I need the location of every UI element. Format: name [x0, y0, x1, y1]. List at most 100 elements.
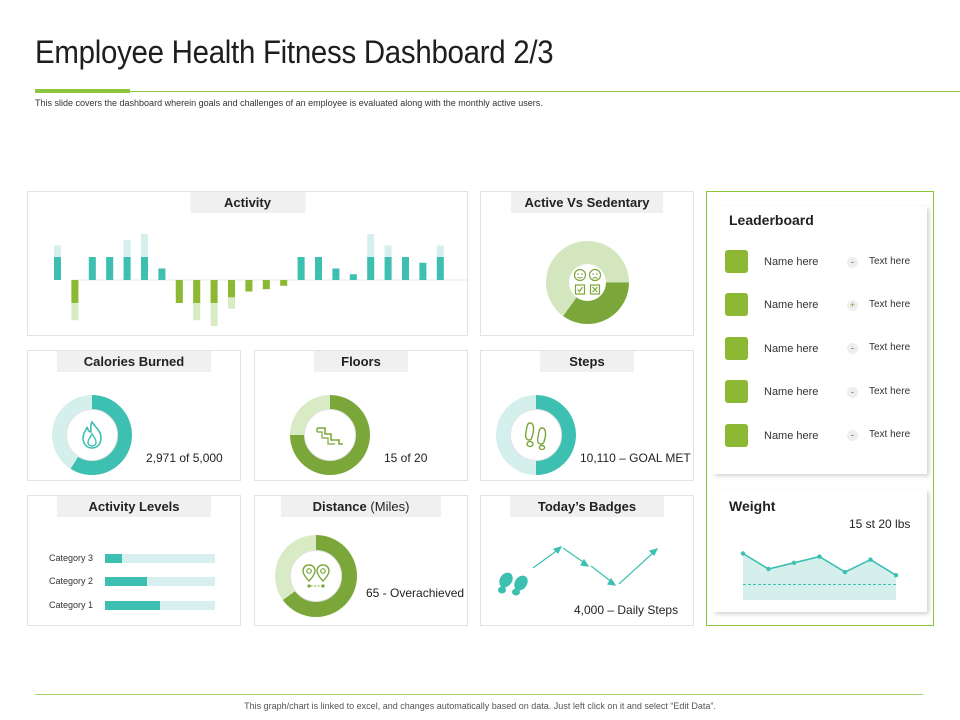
activity-bar [71, 280, 79, 303]
activity-bar [384, 257, 392, 280]
leaderboard-avatar-3 [725, 337, 748, 360]
leaderboard-name-3: Name here [764, 343, 819, 355]
floors-title: Floors [314, 351, 408, 372]
leaderboard-card[interactable]: Leaderboard Name here - Text here Name h… [713, 206, 927, 474]
activity-levels-panel[interactable]: Activity Levels Category 3 Category 2 Ca… [27, 495, 241, 626]
activity-levels-title: Activity Levels [57, 496, 211, 517]
distance-title-unit: (Miles) [370, 499, 410, 514]
leaderboard-avatar-2 [725, 293, 748, 316]
weight-point [766, 566, 771, 572]
category-2-label: Category 2 [49, 576, 94, 586]
activity-bar [280, 280, 288, 286]
activity-bar [54, 257, 61, 280]
leaderboard-sign-4: - [847, 387, 858, 398]
page-subtitle: This slide covers the dashboard wherein … [35, 98, 543, 108]
leaderboard-text-3: Text here [869, 342, 911, 353]
weight-point [740, 551, 746, 556]
leaderboard-text-1: Text here [869, 256, 911, 267]
category-3-track [105, 554, 215, 563]
leaderboard-name-4: Name here [764, 386, 819, 398]
weight-point [868, 557, 873, 562]
page-title: Employee Health Fitness Dashboard 2/3 [35, 34, 554, 70]
activity-bar [228, 280, 235, 298]
leaderboard-text-5: Text here [869, 429, 911, 440]
map-pin-icon [302, 564, 330, 588]
activity-bar [332, 268, 340, 280]
activity-bar [419, 262, 427, 280]
activity-bar [245, 280, 253, 292]
activity-panel[interactable]: Activity [27, 191, 469, 336]
steps-title: Steps [540, 351, 634, 372]
activity-bar [106, 257, 114, 280]
weight-point [842, 569, 848, 575]
activity-bar [88, 257, 96, 280]
steps-panel[interactable]: Steps 10,110 – GOAL MET [480, 350, 694, 481]
floors-panel[interactable]: Floors 15 of 20 [254, 350, 468, 481]
category-1-label: Category 1 [49, 600, 94, 610]
steps-donut-center [510, 409, 562, 461]
badges-value: 4,000 – Daily Steps [574, 603, 679, 617]
weight-area [743, 553, 896, 600]
shoe-prints-icon [498, 572, 528, 596]
activity-bar [123, 257, 131, 280]
category-3-label: Category 3 [49, 553, 94, 563]
title-underline [35, 91, 960, 92]
leaderboard-text-4: Text here [869, 386, 911, 397]
activity-bar [175, 280, 183, 303]
distance-donut-center [290, 550, 342, 602]
footprints-icon [524, 422, 547, 450]
leaderboard-sign-5: - [847, 430, 858, 441]
footer-note: This graph/chart is linked to excel, and… [244, 701, 716, 711]
activity-bar [262, 280, 270, 290]
category-1-track [105, 601, 215, 610]
stairs-icon [316, 427, 343, 445]
leaderboard-avatar-5 [725, 424, 748, 447]
leaderboard-text-2: Text here [869, 299, 911, 310]
leaderboard-sign-2: + [847, 300, 858, 311]
weight-area-chart [740, 551, 899, 600]
calories-panel[interactable]: Calories Burned 2,971 of 5,000 [27, 350, 241, 481]
weight-value: 15 st 20 lbs [849, 517, 911, 531]
activity-bar [193, 280, 201, 303]
activity-bar [349, 274, 357, 280]
active-sedentary-title: Active Vs Sedentary [511, 192, 663, 213]
badges-panel[interactable]: Today’s Badges 4,000 – Daily Steps [480, 495, 694, 626]
weight-point [817, 554, 822, 559]
active-sedentary-panel[interactable]: Active Vs Sedentary [480, 191, 694, 336]
leaderboard-name-2: Name here [764, 299, 819, 311]
activity-bar [158, 268, 166, 280]
floors-donut-center [304, 409, 356, 461]
active-sedentary-donut-hole [569, 264, 606, 301]
activity-bar [402, 257, 409, 280]
distance-panel[interactable]: Distance (Miles) 65 - Overachieved [254, 495, 468, 626]
calories-title: Calories Burned [57, 351, 211, 372]
weight-point [791, 560, 797, 565]
distance-title: Distance (Miles) [281, 496, 441, 517]
floors-value: 15 of 20 [384, 451, 428, 465]
leaderboard-avatar-4 [725, 380, 748, 403]
leaderboard-name-5: Name here [764, 430, 819, 442]
calories-value: 2,971 of 5,000 [146, 451, 223, 465]
weight-title: Weight [729, 498, 776, 514]
leaderboard-avatar-1 [725, 250, 748, 273]
activity-bar [315, 257, 322, 280]
title-accent-bar [35, 89, 130, 93]
category-3-bar [105, 554, 122, 563]
leaderboard-sign-1: - [847, 257, 858, 268]
mood-icon [570, 266, 606, 298]
activity-bar [210, 280, 218, 303]
weight-card[interactable]: Weight 15 st 20 lbs [713, 490, 927, 612]
steps-value: 10,110 – GOAL MET [580, 451, 691, 465]
category-2-bar [105, 577, 147, 586]
distance-value: 65 - Overachieved [366, 586, 465, 600]
activity-bar [436, 257, 444, 280]
leaderboard-title: Leaderboard [729, 212, 814, 228]
activity-bar-chart [54, 234, 469, 326]
distance-title-bold: Distance [312, 499, 367, 514]
badges-title: Today’s Badges [510, 496, 664, 517]
leaderboard-weight-container: Leaderboard Name here - Text here Name h… [706, 191, 934, 626]
leaderboard-name-1: Name here [764, 256, 819, 268]
activity-bar [367, 257, 375, 280]
category-1-bar [105, 601, 160, 610]
trend-arrows-graphic [498, 546, 659, 596]
